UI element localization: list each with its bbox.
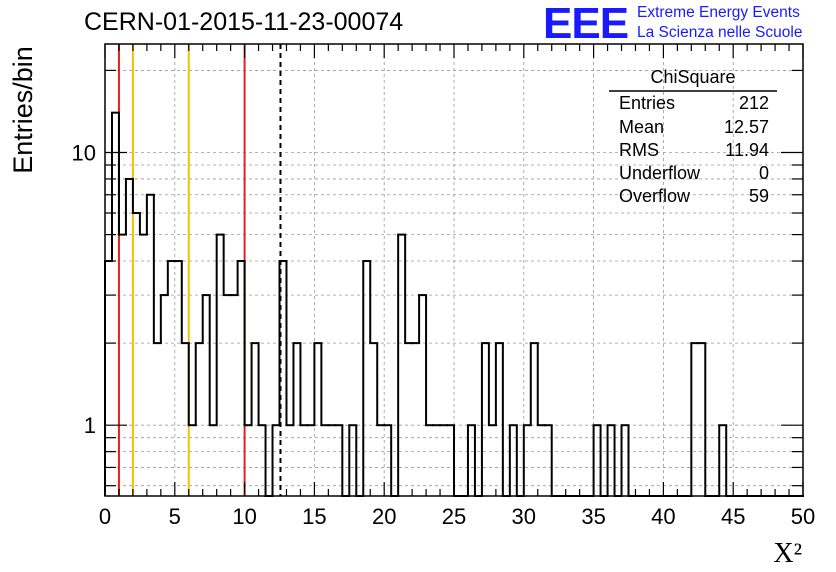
stats-label: Overflow [619,186,691,206]
axis-ticks [104,44,804,496]
x-tick-label: 50 [791,504,815,529]
histogram-bars [104,111,804,497]
y-axis-label: Entries/bin [8,46,38,174]
x-tick-label: 25 [442,504,466,529]
x-tick-labels: 0 5 10 15 20 25 30 35 40 45 50 [99,504,815,529]
x-tick-label: 20 [372,504,396,529]
run-title: CERN-01-2015-11-23-00074 [84,8,404,36]
x-tick-label: 15 [302,504,326,529]
stats-title: ChiSquare [650,67,735,87]
logo-line-1: Extreme Energy Events [637,4,800,21]
eee-logo: EEE [543,0,629,48]
y-tick-label: 1 [84,413,96,438]
x-tick-label: 5 [169,504,181,529]
stats-label: Mean [619,117,664,137]
y-tick-labels: 1 10 [72,141,96,439]
x-tick-label: 35 [581,504,605,529]
stats-value: 0 [759,163,769,183]
stats-label: Underflow [619,163,701,183]
stats-value: 59 [749,186,769,206]
stats-value: 212 [739,93,769,113]
x-tick-label: 40 [651,504,675,529]
x-tick-label: 0 [99,504,111,529]
y-tick-label: 10 [72,141,96,166]
x-tick-label: 45 [721,504,745,529]
logo-line-2: La Scienza nelle Scuole [637,24,803,41]
stats-label: RMS [619,140,659,160]
stats-label: Entries [619,93,675,113]
stats-value: 11.94 [725,140,769,160]
reference-lines [117,44,282,496]
stats-value: 12.57 [724,117,769,137]
x-axis-label: X² [773,538,802,569]
x-tick-label: 30 [512,504,536,529]
stats-box: ChiSquare Entries 212 Mean 12.57 RMS 11.… [609,67,777,206]
x-tick-label: 10 [232,504,256,529]
